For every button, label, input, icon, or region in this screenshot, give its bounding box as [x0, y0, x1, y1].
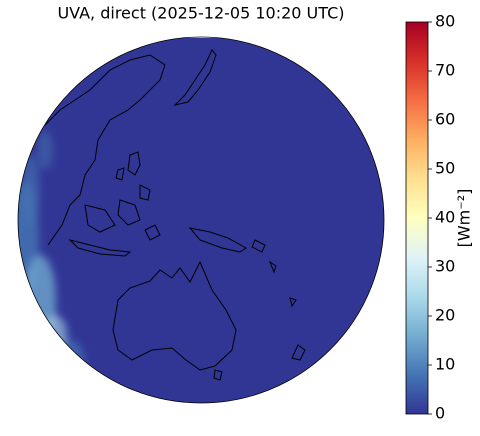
colorbar-tick-label: 70 [435, 61, 455, 80]
colorbar-tick-label: 0 [435, 404, 445, 423]
colorbar-tick-label: 20 [435, 306, 455, 325]
colorbar [405, 21, 429, 415]
colorbar-tick-label: 50 [435, 159, 455, 178]
colorbar-label: [Wm⁻²] [455, 189, 474, 248]
colorbar-tick-label: 10 [435, 355, 455, 374]
data-field [18, 38, 384, 403]
colorbar-tick-label: 80 [435, 12, 455, 31]
colorbar-tick-label: 40 [435, 208, 455, 227]
map-title: UVA, direct (2025-12-05 10:20 UTC) [57, 4, 344, 23]
globe [18, 37, 384, 403]
coastlines [19, 37, 306, 403]
globe-outline [17, 36, 385, 404]
colorbar-tick-label: 60 [435, 110, 455, 129]
data-fill [18, 38, 384, 403]
colorbar-tick-label: 30 [435, 257, 455, 276]
